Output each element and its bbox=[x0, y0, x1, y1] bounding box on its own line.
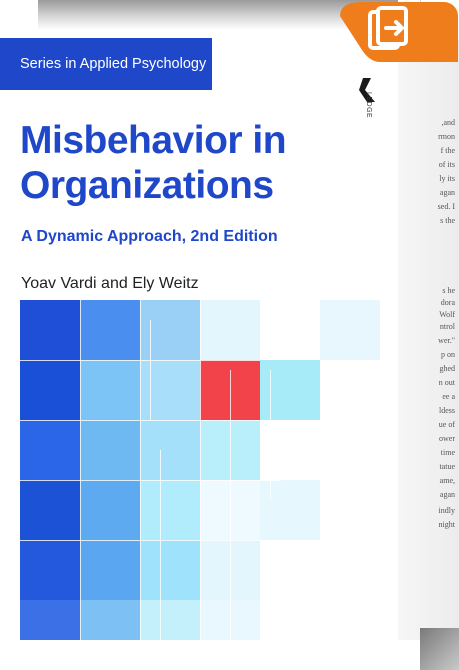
page-edge-fragment: time bbox=[440, 448, 455, 457]
page-edge-fragment: s the bbox=[440, 216, 455, 225]
page-edge-fragment: indly bbox=[438, 506, 455, 515]
publisher-logo-icon bbox=[351, 76, 381, 102]
mosaic-tile bbox=[260, 420, 320, 480]
mosaic-tile bbox=[140, 600, 200, 640]
mosaic-tile bbox=[140, 360, 200, 420]
mosaic-grid-line bbox=[20, 360, 260, 361]
mosaic-tile bbox=[80, 300, 140, 360]
page-edge-fragment: ue of bbox=[438, 420, 455, 429]
mosaic-tile bbox=[320, 300, 380, 360]
mosaic-tile bbox=[80, 420, 140, 480]
mosaic-grid-line bbox=[20, 540, 340, 541]
mosaic-tile bbox=[20, 480, 80, 540]
mosaic-tile bbox=[20, 540, 80, 600]
mosaic-tile bbox=[80, 600, 140, 640]
page-edge-fragment: agan bbox=[439, 188, 455, 197]
mosaic-tile bbox=[260, 480, 320, 540]
publisher-logo-text: LEDGE bbox=[365, 92, 372, 119]
mosaic-tile bbox=[140, 420, 200, 480]
page-edge-fragment: f the bbox=[440, 146, 455, 155]
mosaic-tile bbox=[20, 420, 80, 480]
mosaic-tile bbox=[80, 360, 140, 420]
series-label: Series in Applied Psychology bbox=[20, 56, 207, 72]
page-edge-fragment: ldess bbox=[439, 406, 455, 415]
mosaic-tile bbox=[140, 540, 200, 600]
mosaic-grid-line bbox=[140, 300, 141, 640]
page-edge-fragment: dora bbox=[440, 298, 455, 307]
page-edge-text: ,and rmon f the of its ly its agan sed. I s the… bbox=[398, 40, 459, 640]
cover-top-shadow bbox=[38, 0, 398, 30]
mosaic-tile bbox=[260, 600, 320, 640]
page-edge-fragment: of its bbox=[438, 160, 455, 169]
page-edge-fragment: sed. I bbox=[437, 202, 455, 211]
mosaic-tile bbox=[200, 300, 260, 360]
book-subtitle: A Dynamic Approach, 2nd Edition bbox=[21, 228, 278, 245]
mosaic-tile bbox=[320, 420, 380, 480]
mosaic-tile bbox=[80, 480, 140, 540]
book-authors: Yoav Vardi and Ely Weitz bbox=[21, 275, 199, 292]
page-edge-fragment: ntrol bbox=[439, 322, 455, 331]
page-edge-fragment: rmon bbox=[438, 132, 455, 141]
mosaic-grid-line bbox=[200, 300, 201, 640]
page-edge-fragment: p on bbox=[441, 350, 455, 359]
book-cover[interactable]: Series in Applied Psychology LEDGE Misbe… bbox=[0, 0, 421, 640]
cover-bottom-shadow bbox=[420, 628, 459, 670]
mosaic-grid-line bbox=[20, 480, 280, 481]
page-edge-fragment: tatue bbox=[439, 462, 455, 471]
page-edge-fragment: Wolf bbox=[439, 310, 455, 319]
page-edge-fragment: ame, bbox=[439, 476, 455, 485]
mosaic-tile bbox=[80, 540, 140, 600]
page-edge-fragment: ower bbox=[439, 434, 455, 443]
series-banner: Series in Applied Psychology bbox=[0, 38, 212, 90]
mosaic-tile bbox=[20, 360, 80, 420]
book-title: Misbehavior in Organizations bbox=[20, 119, 287, 207]
mosaic-grid-line bbox=[80, 300, 81, 640]
mosaic-grid-line bbox=[20, 420, 320, 421]
document-arrow-icon[interactable] bbox=[340, 2, 458, 62]
mosaic-grid-line bbox=[270, 370, 271, 500]
page-edge-fragment: wer." bbox=[438, 336, 455, 345]
page-edge-fragment: night bbox=[438, 520, 455, 529]
mosaic-tile bbox=[20, 300, 80, 360]
mosaic-tile bbox=[140, 480, 200, 540]
mosaic-tile bbox=[320, 540, 380, 600]
page-edge-fragment: n out bbox=[438, 378, 455, 387]
mosaic-grid-line bbox=[230, 370, 231, 640]
mosaic-tile bbox=[20, 600, 80, 640]
page-edge-fragment: agan bbox=[439, 490, 455, 499]
page-edge-fragment: ee a bbox=[442, 392, 455, 401]
mosaic-tile bbox=[260, 300, 320, 360]
mosaic-tile bbox=[260, 540, 320, 600]
mosaic-grid-line bbox=[150, 320, 151, 420]
page-edge-fragment: ghed bbox=[439, 364, 455, 373]
mosaic-tile bbox=[260, 360, 320, 420]
page-edge-fragment: ,and bbox=[441, 118, 455, 127]
mosaic-grid-line bbox=[160, 450, 161, 640]
cover-mosaic bbox=[20, 300, 400, 640]
mosaic-tile bbox=[140, 300, 200, 360]
mosaic-tile bbox=[320, 600, 380, 640]
mosaic-tile bbox=[320, 480, 380, 540]
mosaic-tile bbox=[320, 360, 380, 420]
page-edge-fragment: ly its bbox=[439, 174, 455, 183]
page-edge-fragment: s he bbox=[442, 286, 455, 295]
